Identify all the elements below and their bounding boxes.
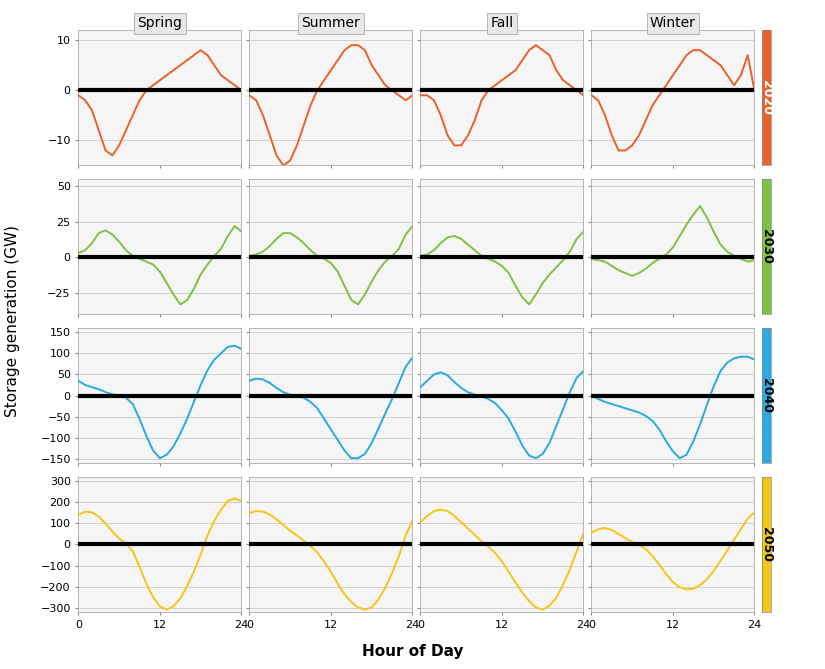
- Text: 2040: 2040: [761, 378, 773, 413]
- Title: Spring: Spring: [138, 16, 182, 30]
- Text: 2020: 2020: [761, 80, 773, 115]
- Title: Fall: Fall: [490, 16, 513, 30]
- Title: Winter: Winter: [650, 16, 695, 30]
- Text: 2030: 2030: [761, 229, 773, 264]
- Title: Summer: Summer: [302, 16, 361, 30]
- Text: 2050: 2050: [761, 527, 773, 562]
- Text: Storage generation (GW): Storage generation (GW): [5, 225, 20, 417]
- Text: Hour of Day: Hour of Day: [361, 644, 464, 659]
